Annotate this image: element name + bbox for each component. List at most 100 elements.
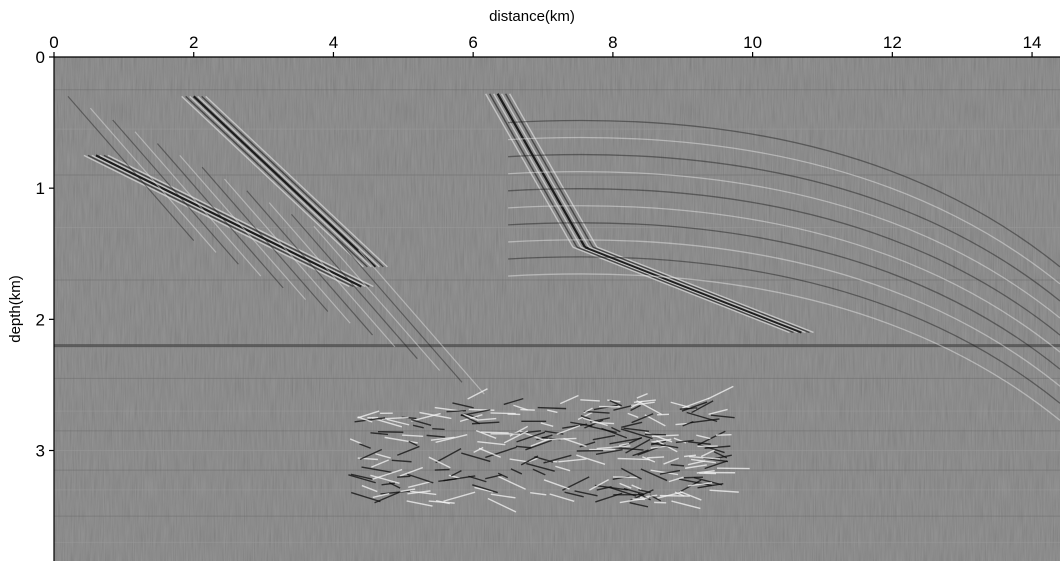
chaotic-event <box>679 490 702 501</box>
chaotic-event <box>443 475 476 482</box>
chaotic-event <box>411 419 432 426</box>
chaotic-event <box>448 474 461 479</box>
chaotic-event <box>625 438 651 454</box>
chaotic-event <box>623 427 650 432</box>
chaotic-event <box>490 493 516 499</box>
chaotic-event <box>592 434 616 441</box>
chaotic-event <box>428 500 455 504</box>
chaotic-event <box>432 427 445 431</box>
chaotic-event <box>670 463 685 467</box>
chaotic-event <box>509 458 528 463</box>
chaotic-event <box>543 437 577 441</box>
chaotic-event <box>684 464 707 469</box>
chaotic-event <box>619 482 632 489</box>
dipping-stripe <box>246 190 374 336</box>
dipping-reflector <box>91 154 358 288</box>
chaotic-event <box>688 455 720 460</box>
chaotic-event <box>631 413 654 424</box>
dipping-stripe <box>224 178 351 324</box>
chaotic-event <box>485 474 502 480</box>
chaotic-event <box>577 411 593 421</box>
x-tick-label: 14 <box>1023 33 1042 52</box>
x-tick-label: 12 <box>883 33 902 52</box>
chaotic-event <box>611 446 644 451</box>
dipping-reflector <box>181 95 364 268</box>
chaotic-event <box>708 408 728 415</box>
chaotic-event <box>446 409 466 413</box>
curved-reflector <box>508 171 1060 319</box>
chaotic-event <box>596 445 631 450</box>
chaotic-event <box>710 414 735 419</box>
chaotic-event <box>537 406 567 410</box>
chaotic-event <box>480 431 509 434</box>
fault <box>485 93 574 248</box>
chaotic-event <box>563 437 587 447</box>
chaotic-event <box>477 440 506 446</box>
chaotic-event <box>584 419 604 429</box>
dipping-reflector <box>592 246 810 334</box>
chaotic-event <box>559 394 579 405</box>
chaotic-event <box>683 476 703 479</box>
chaotic-event <box>601 427 628 439</box>
chaotic-event <box>547 409 558 414</box>
chaotic-event <box>595 449 623 455</box>
curved-reflector <box>508 188 1060 336</box>
y-tick-label: 2 <box>36 310 45 329</box>
chaotic-event <box>593 404 618 411</box>
chaotic-event <box>642 456 656 463</box>
chaotic-event <box>687 482 713 487</box>
chaotic-event <box>372 468 403 480</box>
chaotic-event <box>583 410 610 414</box>
curved-reflector <box>508 256 1060 404</box>
fault <box>501 93 590 248</box>
chaotic-event <box>629 502 649 508</box>
chaotic-event <box>595 492 623 503</box>
dipping-reflector <box>189 95 372 268</box>
chaotic-event <box>620 428 653 440</box>
chaotic-event <box>630 400 643 409</box>
chaotic-event <box>503 430 529 444</box>
chaotic-event <box>370 432 389 436</box>
chaotic-event <box>397 445 420 456</box>
chaotic-event <box>632 449 649 457</box>
chaotic-event <box>468 408 495 411</box>
chaotic-event <box>675 422 688 426</box>
chaotic-event <box>406 500 433 507</box>
chaotic-event <box>555 465 571 472</box>
chaotic-event <box>682 397 710 409</box>
chaotic-event <box>359 448 383 460</box>
chaotic-event <box>391 459 412 463</box>
dipping-stripe <box>201 166 329 312</box>
chaotic-event <box>678 478 712 487</box>
chaotic-event <box>485 446 517 459</box>
chaotic-event <box>640 468 668 482</box>
chaotic-event <box>381 416 409 420</box>
dipping-stripe <box>156 143 284 289</box>
x-tick-label: 10 <box>743 33 762 52</box>
chaotic-event <box>617 457 650 461</box>
chaotic-event <box>475 429 497 439</box>
fault <box>489 93 578 248</box>
chaotic-event <box>713 451 728 459</box>
chaotic-event <box>443 491 476 502</box>
chaotic-event <box>652 434 679 438</box>
chaotic-event <box>497 475 526 490</box>
chaotic-event <box>704 460 728 470</box>
x-tick-label: 4 <box>329 33 338 52</box>
chaotic-event <box>696 434 711 440</box>
x-tick-label: 8 <box>608 33 617 52</box>
chaotic-event <box>407 473 434 484</box>
chaotic-event <box>419 411 452 420</box>
chaotic-event <box>576 454 606 465</box>
chaotic-event <box>621 421 643 428</box>
chaotic-event <box>408 480 432 489</box>
chaotic-event <box>450 470 462 477</box>
seismic-image-plot-area <box>54 57 1060 561</box>
chaotic-event <box>607 399 621 403</box>
dipping-reflector <box>205 95 388 268</box>
chaotic-event <box>682 420 694 427</box>
chaotic-event <box>696 470 715 474</box>
chaotic-event <box>407 490 431 495</box>
